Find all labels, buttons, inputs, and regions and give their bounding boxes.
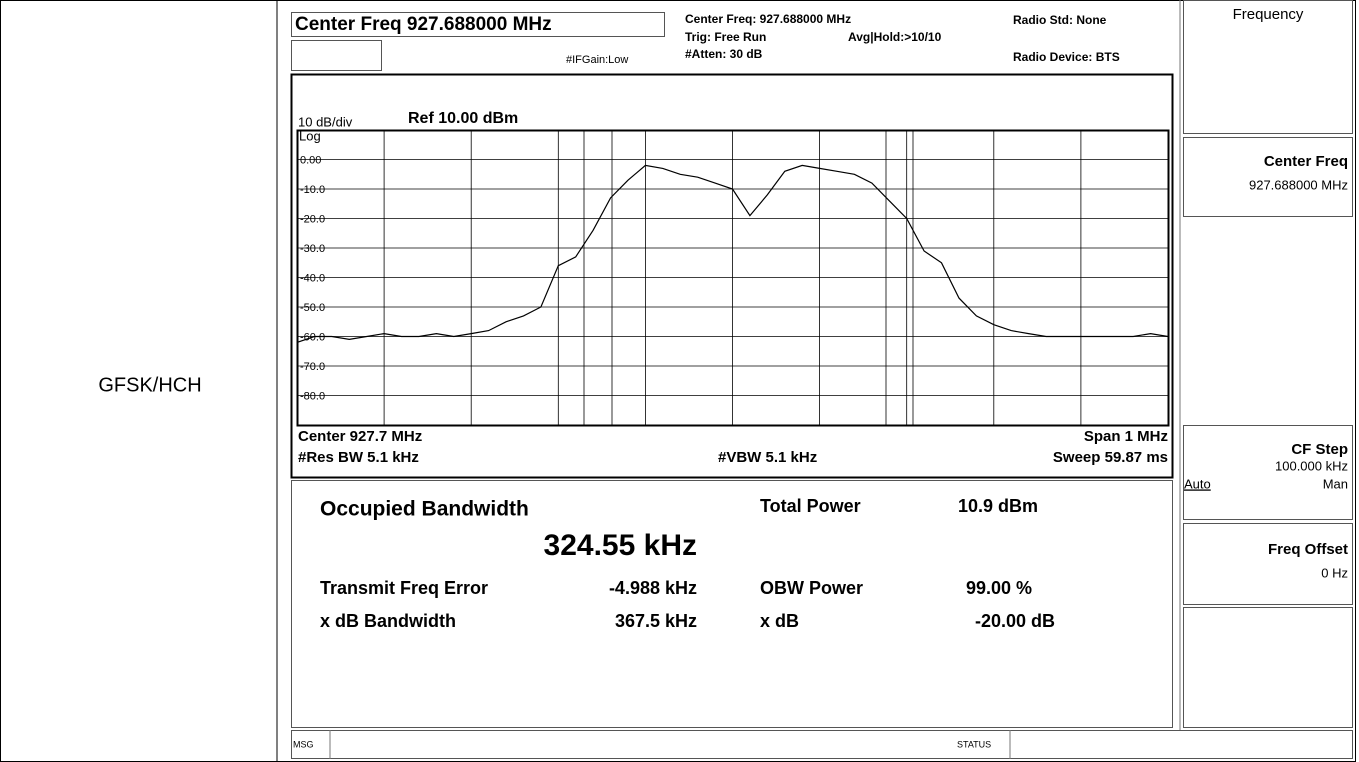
softkey-label: Freq Offset [1268,541,1348,558]
y-tick-label: 0.00 [300,154,321,166]
span-label: Span 1 MHz [1084,428,1168,445]
trig: Trig: Free Run [685,30,766,44]
radio-device: Radio Device: BTS [1013,50,1120,64]
softkey[interactable] [1183,425,1353,520]
ref-label: Ref 10.00 dBm [408,110,518,127]
avg-hold: Avg|Hold:>10/10 [848,30,942,44]
chart-frame [290,73,1174,479]
sweep-label: Sweep 59.87 ms [1053,449,1168,466]
softkey[interactable] [1183,523,1353,605]
y-tick-label: -30.0 [300,243,325,255]
tx-err-value: -4.988 kHz [609,578,697,598]
obw-power-value: 99.00 % [966,578,1032,598]
input-box [291,40,382,71]
atten: #Atten: 30 dB [685,47,763,61]
y-tick-label: -70.0 [300,361,325,373]
softkey-option: Man [1323,476,1348,491]
rbw-label: #Res BW 5.1 kHz [298,449,419,466]
softkey[interactable] [1183,137,1353,217]
status-bar [291,730,1353,759]
softkey[interactable] [1183,0,1353,134]
softkey-label: CF Step [1291,441,1348,458]
total-power-label: Total Power [760,496,861,516]
obw-power-label: OBW Power [760,578,863,598]
obw-value: 324.55 kHz [544,529,697,562]
y-tick-label: -10.0 [300,184,325,196]
y-tick-label: -80.0 [300,390,325,402]
obw-title: Occupied Bandwidth [320,498,529,521]
results-panel [291,480,1173,728]
softkey-value: 927.688000 MHz [1249,177,1348,192]
tx-err-label: Transmit Freq Error [320,578,488,598]
xdb-bw-label: x dB Bandwidth [320,611,456,631]
total-power-value: 10.9 dBm [958,496,1038,516]
y-tick-label: -20.0 [300,213,325,225]
center-label: Center 927.7 MHz [298,428,422,445]
row-label: GFSK/HCH [98,374,201,396]
xdb-bw-value: 367.5 kHz [615,611,697,631]
scale-label: 10 dB/div [298,114,353,129]
xdb-label: x dB [760,611,799,631]
softkey-value: 0 Hz [1321,565,1348,580]
plot-area [296,129,1170,427]
if-gain: #IFGain:Low [566,54,628,66]
xdb-value: -20.00 dB [975,611,1055,631]
log-label: Log [299,128,321,143]
y-tick-label: -50.0 [300,302,325,314]
softkey-option: Auto [1184,476,1211,491]
msg-label: MSG [293,739,314,749]
trace [296,164,1169,343]
softkey[interactable] [1183,607,1353,728]
center-freq-title: Center Freq 927.688000 MHz [295,14,552,35]
softkey-label: Center Freq [1264,153,1348,170]
center-box [291,12,665,37]
y-tick-label: -40.0 [300,272,325,284]
center-freq-info: Center Freq: 927.688000 MHz [685,12,851,26]
radio-std: Radio Std: None [1013,13,1107,27]
softkey-menu: Frequency [1233,6,1304,23]
vbw-label: #VBW 5.1 kHz [718,449,817,466]
softkey-value: 100.000 kHz [1275,458,1348,473]
status-label: STATUS [957,739,991,749]
